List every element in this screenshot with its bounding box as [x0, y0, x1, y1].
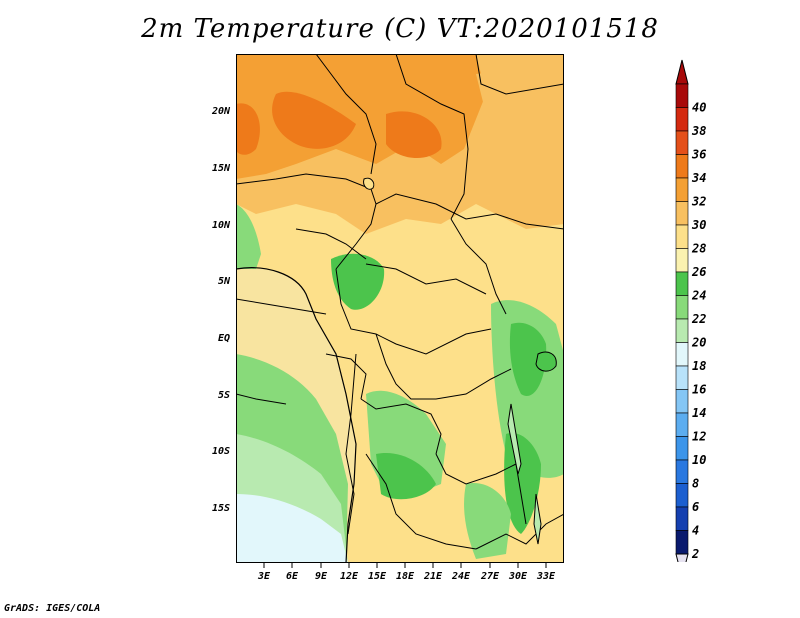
ocean-cool-band [236, 494, 348, 563]
colorbar-swatch [675, 389, 689, 414]
colorbar-swatch [675, 248, 689, 273]
lat-label: 15S [212, 503, 230, 514]
lon-label: 18E [396, 571, 415, 582]
colorbar-swatch [675, 224, 689, 249]
colorbar-swatch [675, 459, 689, 484]
temperature-map [236, 54, 564, 563]
colorbar-swatch [675, 342, 689, 367]
colorbar-label: 32 [691, 195, 706, 209]
hotspot-1 [272, 91, 356, 149]
lat-axis: 20N 15N 10N 5N EQ 5S 10S 15S [211, 106, 231, 514]
lon-label: 24E [451, 571, 471, 582]
hotspot-2 [386, 111, 442, 159]
colorbar-top-arrow [675, 59, 689, 85]
hotspot-4 [476, 64, 564, 147]
colorbar-label: 34 [691, 171, 706, 185]
colorbar-label: 20 [691, 336, 706, 350]
lake-chad [363, 177, 375, 190]
colorbar-label: 16 [692, 383, 706, 397]
colorbar-label: 38 [691, 124, 706, 138]
colorbar-label: 6 [692, 500, 699, 514]
colorbar-swatch [675, 436, 689, 461]
lon-label: 9E [315, 571, 328, 582]
lon-axis: 3E 6E 9E 12E 15E 18E 21E 24E 27E 30E 33E [257, 563, 556, 582]
colorbar-bottom-arrow [675, 553, 689, 562]
lon-label: 12E [340, 571, 359, 582]
colorbar-swatch [675, 365, 689, 390]
colorbar-label: 10 [692, 453, 706, 467]
lon-label: 27E [480, 571, 500, 582]
colorbar-swatch [675, 506, 689, 531]
rift-valley-south [504, 433, 541, 534]
colorbar-swatch [675, 318, 689, 343]
colorbar-label: 40 [692, 101, 706, 115]
colorbar-label: 28 [691, 242, 706, 256]
colorbar-swatch [675, 412, 689, 437]
colorbar-label: 8 [692, 477, 699, 491]
lat-label: 10N [212, 220, 231, 231]
coastline-west [236, 267, 357, 563]
colorbar-label: 24 [691, 289, 706, 303]
lat-label: 5S [218, 390, 230, 401]
grads-credit: GrADS: IGES/COLA [4, 603, 101, 614]
lat-label: 20N [211, 106, 231, 117]
lat-label: 15N [212, 163, 231, 174]
lat-label: 5N [218, 276, 231, 287]
lake-malawi [533, 493, 542, 545]
lake-victoria [535, 351, 557, 372]
lon-label: 30E [508, 571, 528, 582]
cameroon-highlands [331, 253, 385, 310]
colorbar-label: 12 [692, 430, 706, 444]
colorbar-label: 26 [691, 265, 706, 279]
colorbar-label: 22 [691, 312, 706, 326]
colorbar-label: 2 [691, 547, 699, 561]
colorbar-swatch [675, 271, 689, 296]
colorbar-swatch [675, 483, 689, 508]
lon-label: 15E [368, 571, 387, 582]
colorbar-swatch [675, 201, 689, 226]
colorbar-swatch [675, 154, 689, 179]
colorbar-label: 36 [691, 148, 706, 162]
colorbar-swatch [675, 530, 689, 555]
lat-label: EQ [218, 333, 230, 344]
colorbar-swatch [675, 295, 689, 320]
hotspot-3 [236, 103, 260, 155]
colorbar-label: 30 [691, 218, 706, 232]
country-borders [236, 54, 564, 550]
colorbar-swatch [675, 107, 689, 132]
lon-label: 6E [286, 571, 299, 582]
lon-label: 3E [257, 571, 271, 582]
colorbar-swatch [675, 83, 689, 108]
colorbar-swatch [675, 177, 689, 202]
colorbar-label: 18 [692, 359, 706, 373]
coastal-green-fringe [236, 204, 261, 269]
rift-highlands-core [509, 322, 547, 396]
colorbar-swatch [675, 130, 689, 155]
map-title: 2m Temperature (C) VT:2020101518 [141, 14, 659, 44]
angola-plateau-green [376, 453, 436, 500]
colorbar-label: 14 [692, 406, 706, 420]
lake-tanganyika [507, 403, 522, 475]
lon-label: 33E [536, 571, 556, 582]
lon-label: 21E [423, 571, 443, 582]
colorbar-label: 4 [692, 524, 699, 538]
lat-label: 10S [212, 446, 230, 457]
southeast-green [464, 483, 511, 559]
